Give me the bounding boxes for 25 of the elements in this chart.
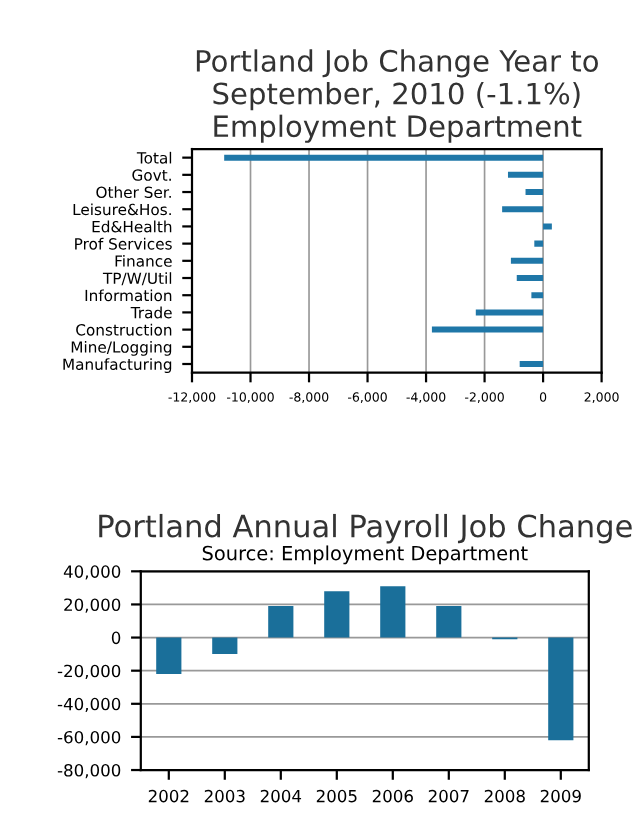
bar [324, 591, 350, 638]
bar [380, 586, 406, 638]
x-tick-label: 2009 [540, 789, 581, 803]
y-tick-label: 0 [111, 631, 121, 645]
bar [156, 637, 182, 674]
chart-title: Portland Job Change Year to September, 2010 (-1.1%) Employment Department [196, 49, 598, 143]
bar [268, 606, 294, 638]
y-tick-label: 40,000 [63, 565, 121, 580]
bar [548, 637, 574, 741]
y-tick-label: 20,000 [64, 598, 121, 613]
y-tick-label: -80,000 [57, 764, 121, 779]
x-tick-label: 2003 [204, 789, 245, 803]
bar [212, 637, 238, 655]
x-tick-label: 2008 [484, 789, 525, 803]
bar [436, 606, 462, 638]
y-tick-label: -40,000 [57, 697, 121, 713]
y-tick-label: -60,000 [57, 730, 121, 746]
x-tick-label: 2002 [148, 789, 189, 803]
chart-subtitle: Source: Employment Department [202, 545, 528, 565]
chart-title: Portland Annual Payroll Job Change [99, 513, 632, 544]
y-tick-label: -20,000 [57, 664, 121, 679]
x-tick-label: 2005 [316, 789, 357, 803]
x-tick-label: 2007 [428, 789, 469, 803]
x-tick-label: 2006 [372, 789, 413, 803]
x-tick-label: 2004 [260, 789, 302, 803]
